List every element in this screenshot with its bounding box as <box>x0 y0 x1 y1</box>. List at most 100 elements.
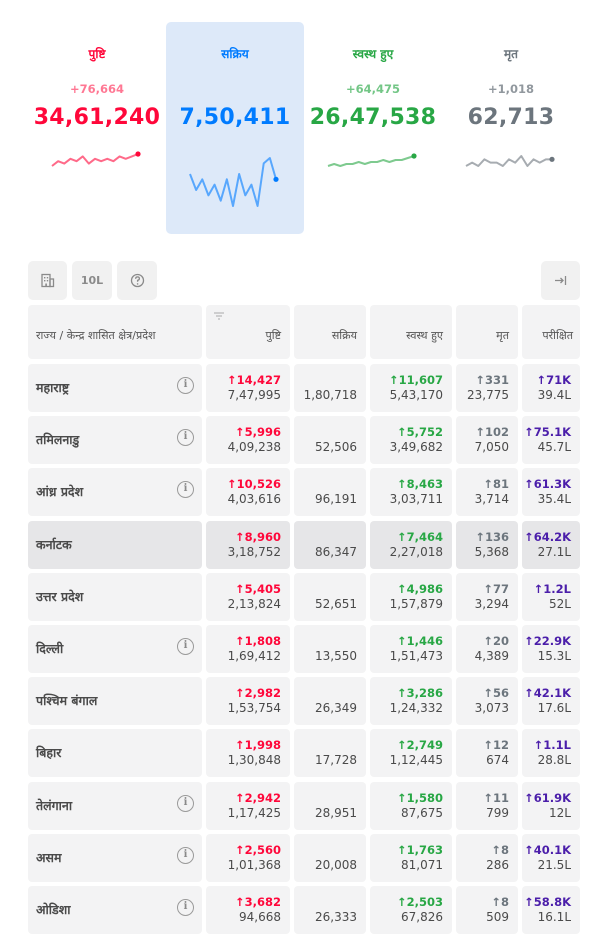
confirmed-total: 34,61,240 <box>33 105 161 130</box>
sparkline-end-dot <box>411 153 417 159</box>
header-tested-label: परीक्षित <box>542 329 573 342</box>
state-cell[interactable]: कर्नाटक <box>28 521 202 569</box>
active-total: 7,50,411 <box>179 105 291 130</box>
recovered-sparkline <box>327 153 417 167</box>
test-value: 17.6L <box>537 701 571 715</box>
rec-delta: ↑11,607 <box>388 373 443 387</box>
header-tested[interactable]: परीक्षित <box>522 305 580 359</box>
test-delta: ↑64.2K <box>524 530 571 544</box>
active-cell: 26,333 <box>294 886 366 934</box>
conf-cell: ↑2,942 1,17,425 <box>206 782 290 830</box>
dec-cell: ↑8 286 <box>456 834 518 882</box>
recovered-title: स्वस्थ हुए <box>352 47 394 61</box>
conf-cell: ↑8,960 3,18,752 <box>206 521 290 569</box>
header-state[interactable]: राज्य / केन्द्र शासित क्षेत्र/प्रदेश <box>28 305 202 359</box>
info-icon[interactable]: i <box>177 899 194 916</box>
active-value: 86,347 <box>315 545 357 559</box>
conf-delta: ↑3,682 <box>234 895 281 909</box>
rec-value: 1,51,473 <box>389 649 443 663</box>
dec-value: 7,050 <box>474 440 509 454</box>
rec-value: 87,675 <box>401 806 443 820</box>
test-delta: ↑1.1L <box>533 738 571 752</box>
rec-delta: ↑8,463 <box>396 477 443 491</box>
info-icon[interactable]: i <box>177 481 194 498</box>
dec-delta: ↑102 <box>475 425 509 439</box>
conf-delta: ↑1,998 <box>234 738 281 752</box>
state-cell[interactable]: तेलंगाना i <box>28 782 202 830</box>
dec-value: 509 <box>486 910 509 924</box>
state-cell[interactable]: दिल्ली i <box>28 625 202 673</box>
scale-toggle-button[interactable]: 10L <box>72 261 112 300</box>
test-delta: ↑42.1K <box>524 686 571 700</box>
confirmed-card[interactable]: पुष्टि +76,664 34,61,240 <box>28 22 166 234</box>
state-cell[interactable]: आंध्र प्रदेश i <box>28 468 202 516</box>
test-value: 16.1L <box>537 910 571 924</box>
info-icon[interactable]: i <box>177 429 194 446</box>
dec-delta: ↑11 <box>483 791 509 805</box>
test-delta: ↑40.1K <box>524 843 571 857</box>
state-name: आंध्र प्रदेश <box>36 484 84 499</box>
active-value: 17,728 <box>315 753 357 767</box>
active-card[interactable]: सक्रिय 7,50,411 <box>166 22 304 234</box>
header-recovered[interactable]: स्वस्थ हुए <box>370 305 452 359</box>
test-value: 15.3L <box>537 649 571 663</box>
recovered-delta: +64,475 <box>345 82 400 96</box>
header-deceased[interactable]: मृत <box>456 305 518 359</box>
state-cell[interactable]: बिहार <box>28 729 202 777</box>
rec-delta: ↑7,464 <box>396 530 443 544</box>
state-district-toggle-button[interactable] <box>28 261 67 300</box>
rec-cell: ↑2,503 67,826 <box>370 886 452 934</box>
dec-value: 3,714 <box>474 492 509 506</box>
header-confirmed-label: पुष्टि <box>265 329 281 342</box>
state-cell[interactable]: पश्चिम बंगाल <box>28 677 202 725</box>
rec-delta: ↑2,749 <box>396 738 443 752</box>
state-name: असम <box>36 850 62 865</box>
rec-delta: ↑1,446 <box>396 634 443 648</box>
conf-value: 1,01,368 <box>227 858 281 872</box>
test-cell: ↑40.1K 21.5L <box>522 834 580 882</box>
sparkline-end-dot <box>549 156 555 162</box>
state-cell[interactable]: महाराष्ट्र i <box>28 364 202 412</box>
header-confirmed[interactable]: पुष्टि <box>206 305 290 359</box>
header-active[interactable]: सक्रिय <box>294 305 366 359</box>
conf-delta: ↑2,982 <box>234 686 281 700</box>
recovered-card[interactable]: स्वस्थ हुए +64,475 26,47,538 <box>304 22 442 234</box>
conf-cell: ↑2,560 1,01,368 <box>206 834 290 882</box>
confirmed-delta: +76,664 <box>69 82 124 96</box>
conf-cell: ↑1,808 1,69,412 <box>206 625 290 673</box>
deceased-card[interactable]: मृत +1,018 62,713 <box>442 22 580 234</box>
dec-delta: ↑12 <box>483 738 509 752</box>
test-cell: ↑22.9K 15.3L <box>522 625 580 673</box>
rec-cell: ↑1,580 87,675 <box>370 782 452 830</box>
state-cell[interactable]: असम i <box>28 834 202 882</box>
sparkline-path <box>327 155 415 167</box>
active-value: 28,951 <box>315 806 357 820</box>
header-recovered-label: स्वस्थ हुए <box>406 329 443 342</box>
info-icon[interactable]: i <box>177 377 194 394</box>
conf-value: 1,17,425 <box>227 806 281 820</box>
info-icon[interactable]: i <box>177 847 194 864</box>
expand-table-button[interactable] <box>541 261 580 300</box>
info-icon[interactable]: i <box>177 638 194 655</box>
active-cell: 52,506 <box>294 416 366 464</box>
rec-delta: ↑4,986 <box>396 582 443 596</box>
test-cell: ↑1.1L 28.8L <box>522 729 580 777</box>
info-icon[interactable]: i <box>177 795 194 812</box>
test-value: 28.8L <box>537 753 571 767</box>
conf-delta: ↑5,405 <box>234 582 281 596</box>
rec-cell: ↑2,749 1,12,445 <box>370 729 452 777</box>
rec-value: 81,071 <box>401 858 443 872</box>
conf-cell: ↑3,682 94,668 <box>206 886 290 934</box>
rec-delta: ↑2,503 <box>396 895 443 909</box>
conf-value: 1,53,754 <box>227 701 281 715</box>
deceased-delta: +1,018 <box>487 82 534 96</box>
dec-value: 799 <box>486 806 509 820</box>
header-state-label: राज्य / केन्द्र शासित क्षेत्र/प्रदेश <box>36 329 156 342</box>
active-value: 13,550 <box>315 649 357 663</box>
help-button[interactable] <box>117 261 157 300</box>
conf-value: 4,03,616 <box>227 492 281 506</box>
state-cell[interactable]: तमिलनाडु i <box>28 416 202 464</box>
rec-value: 3,49,682 <box>389 440 443 454</box>
state-cell[interactable]: ओडिशा i <box>28 886 202 934</box>
state-cell[interactable]: उत्तर प्रदेश <box>28 573 202 621</box>
